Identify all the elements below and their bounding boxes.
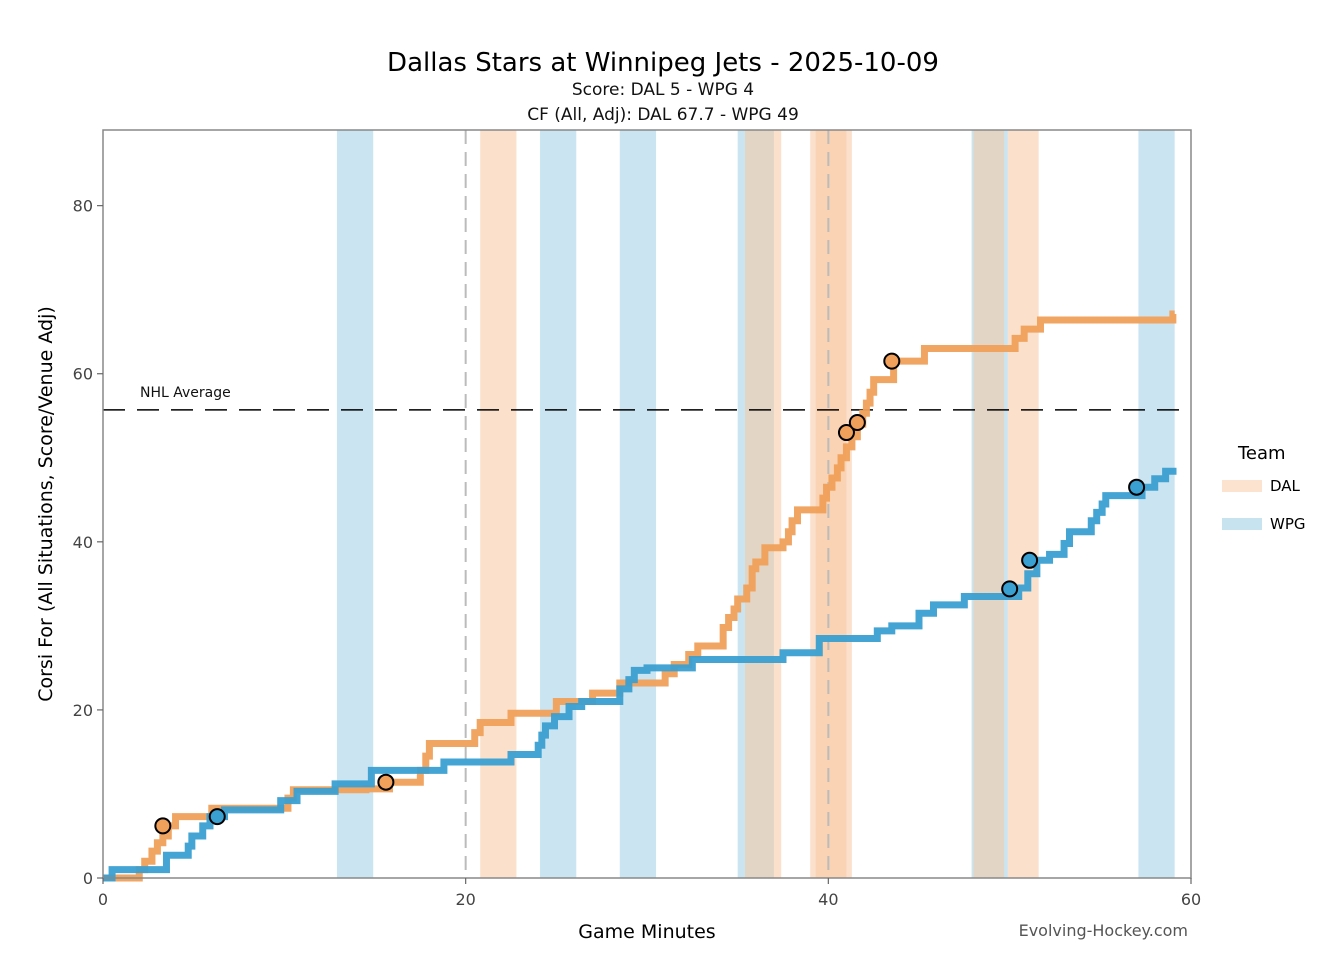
goal-marker-dal (848, 413, 866, 431)
goal-marker-dal (377, 773, 395, 791)
legend-label-dal: DAL (1270, 477, 1301, 495)
plot-frame (102, 129, 1192, 879)
chart-subtitle-score: Score: DAL 5 - WPG 4 (572, 80, 754, 100)
y-tick-label: 80 (73, 197, 93, 216)
x-tick-label: 40 (818, 890, 838, 909)
goal-marker-wpg (208, 808, 226, 826)
y-tick-label: 20 (73, 701, 93, 720)
goal-marker-dal (154, 817, 172, 835)
series-line-wpg (103, 467, 1177, 882)
legend-swatch-dal (1222, 480, 1262, 492)
credit: Evolving-Hockey.com (1019, 921, 1188, 940)
y-axis-title: Corsi For (All Situations, Score/Venue A… (35, 306, 57, 702)
y-tick-label: 40 (73, 533, 93, 552)
chart-subtitle-cf: CF (All, Adj): DAL 67.7 - WPG 49 (527, 105, 799, 125)
pp-band-wpg (540, 130, 577, 878)
goal-marker-dal (837, 424, 855, 442)
chart-title: Dallas Stars at Winnipeg Jets - 2025-10-… (387, 48, 939, 78)
y-tick-label: 0 (83, 869, 93, 888)
pp-band-dal (480, 130, 517, 878)
legend-title: Team (1237, 443, 1286, 464)
pp-band-wpg (619, 130, 657, 878)
nhl-average-label: NHL Average (140, 385, 231, 401)
x-tick-label: 20 (455, 890, 475, 909)
goal-marker-wpg (1128, 478, 1146, 496)
y-tick-label: 60 (73, 365, 93, 384)
legend-label-wpg: WPG (1270, 515, 1306, 533)
pp-band-dal (744, 130, 782, 878)
pp-band-wpg (336, 130, 374, 878)
x-tick-label: 0 (98, 890, 108, 909)
x-tick-label: 60 (1181, 890, 1201, 909)
x-axis-title: Game Minutes (578, 921, 715, 943)
legend-swatch-wpg (1222, 518, 1262, 530)
goal-marker-wpg (1001, 580, 1019, 598)
goal-marker-dal (883, 352, 901, 370)
pp-band-dal (973, 130, 1005, 878)
pp-band-dal (1007, 130, 1039, 878)
goal-marker-wpg (1021, 551, 1039, 569)
pp-band-wpg (1138, 130, 1175, 878)
legend: Team DAL WPG (1222, 443, 1306, 533)
